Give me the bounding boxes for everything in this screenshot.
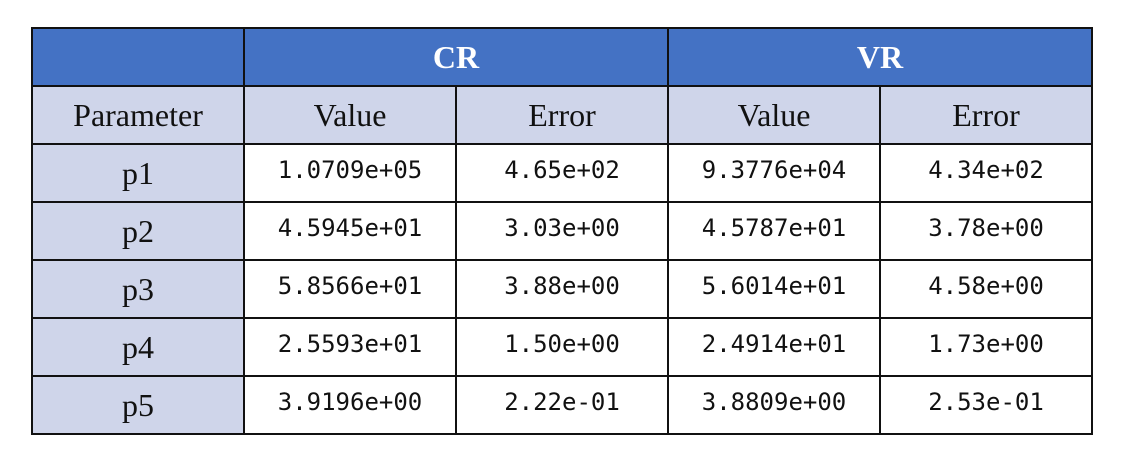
vr-value-header: Value xyxy=(667,85,881,145)
cr-value-cell: 2.5593e+01 xyxy=(243,317,457,377)
cr-error-cell: 3.88e+00 xyxy=(455,259,669,319)
cr-error-header: Error xyxy=(455,85,669,145)
group-header-cr: CR xyxy=(243,27,669,87)
cr-value-cell: 5.8566e+01 xyxy=(243,259,457,319)
vr-value-cell: 5.6014e+01 xyxy=(667,259,881,319)
vr-error-cell: 4.58e+00 xyxy=(879,259,1093,319)
parameter-header: Parameter xyxy=(31,85,245,145)
parameter-name: p1 xyxy=(31,143,245,203)
vr-error-header: Error xyxy=(879,85,1093,145)
group-header-vr: VR xyxy=(667,27,1093,87)
parameter-table: CR VR Parameter Value Error Value Error … xyxy=(31,27,1093,435)
table-row: p3 5.8566e+01 3.88e+00 5.6014e+01 4.58e+… xyxy=(31,259,1093,319)
cr-error-cell: 2.22e-01 xyxy=(455,375,669,435)
vr-error-cell: 3.78e+00 xyxy=(879,201,1093,261)
column-header-row: Parameter Value Error Value Error xyxy=(31,85,1093,145)
parameter-name: p4 xyxy=(31,317,245,377)
vr-value-cell: 2.4914e+01 xyxy=(667,317,881,377)
table-row: p4 2.5593e+01 1.50e+00 2.4914e+01 1.73e+… xyxy=(31,317,1093,377)
vr-value-cell: 3.8809e+00 xyxy=(667,375,881,435)
table-row: p5 3.9196e+00 2.22e-01 3.8809e+00 2.53e-… xyxy=(31,375,1093,435)
cr-error-cell: 1.50e+00 xyxy=(455,317,669,377)
vr-value-cell: 4.5787e+01 xyxy=(667,201,881,261)
table-row: p1 1.0709e+05 4.65e+02 9.3776e+04 4.34e+… xyxy=(31,143,1093,203)
cr-value-cell: 3.9196e+00 xyxy=(243,375,457,435)
table-row: p2 4.5945e+01 3.03e+00 4.5787e+01 3.78e+… xyxy=(31,201,1093,261)
cr-value-cell: 4.5945e+01 xyxy=(243,201,457,261)
cr-error-cell: 4.65e+02 xyxy=(455,143,669,203)
vr-error-cell: 1.73e+00 xyxy=(879,317,1093,377)
cr-value-header: Value xyxy=(243,85,457,145)
parameter-name: p5 xyxy=(31,375,245,435)
vr-error-cell: 2.53e-01 xyxy=(879,375,1093,435)
cr-value-cell: 1.0709e+05 xyxy=(243,143,457,203)
corner-cell xyxy=(31,27,245,87)
group-header-row: CR VR xyxy=(31,27,1093,87)
vr-value-cell: 9.3776e+04 xyxy=(667,143,881,203)
cr-error-cell: 3.03e+00 xyxy=(455,201,669,261)
parameter-name: p2 xyxy=(31,201,245,261)
parameter-name: p3 xyxy=(31,259,245,319)
vr-error-cell: 4.34e+02 xyxy=(879,143,1093,203)
